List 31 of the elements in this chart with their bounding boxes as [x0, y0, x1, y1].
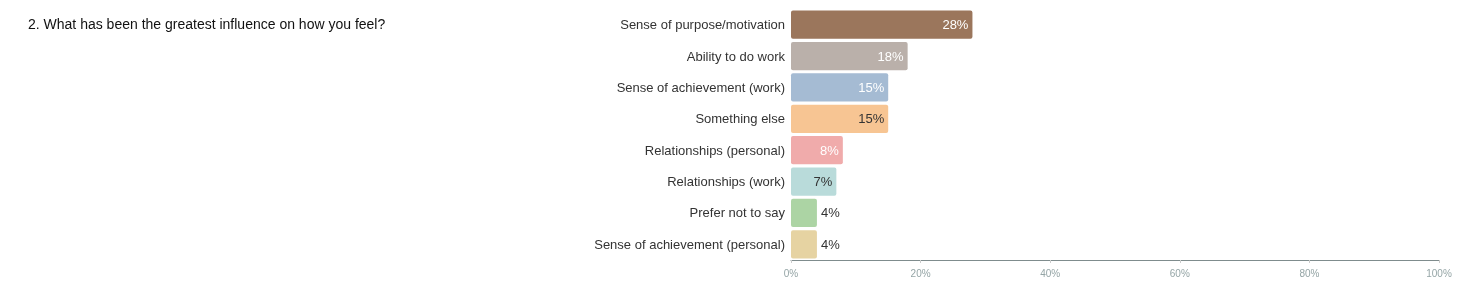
data-label: 18% [877, 48, 905, 64]
bar [791, 136, 843, 165]
y-tick-label: Sense of purpose/motivation [620, 17, 785, 33]
data-label: 8% [820, 142, 840, 158]
x-tick-label: 40% [1040, 267, 1061, 279]
data-label: 4% [820, 205, 841, 221]
bar [791, 198, 817, 228]
x-tick-label: 60% [1169, 267, 1190, 279]
text: 2. What has been the greatest influence on how you feel? [28, 16, 386, 32]
x-tick-label: 0% [783, 267, 799, 279]
data-label: 7% [813, 174, 833, 190]
y-tick-label: Relationships (personal) [644, 142, 785, 158]
bar [791, 41, 908, 71]
x-tick-label: 20% [910, 267, 931, 279]
y-tick-label: Sense of achievement (personal) [594, 236, 785, 252]
y-tick-label: Sense of achievement (work) [616, 79, 785, 95]
data-label: 4% [820, 236, 841, 252]
data-label: 15% [858, 79, 885, 95]
x-tick-label: 80% [1299, 267, 1320, 279]
y-tick-label: Ability to do work [686, 48, 786, 64]
bar [791, 104, 889, 133]
bar [791, 10, 973, 39]
bar [791, 167, 837, 196]
y-tick-label: Prefer not to say [689, 205, 786, 221]
bar [791, 73, 889, 102]
y-tick-label: Relationships (work) [667, 174, 785, 190]
y-tick-label: Something else [695, 111, 785, 127]
data-label: 15% [858, 111, 885, 127]
bar [791, 230, 817, 259]
x-tick-label: 100% [1426, 267, 1452, 279]
data-label: 28% [942, 17, 969, 33]
